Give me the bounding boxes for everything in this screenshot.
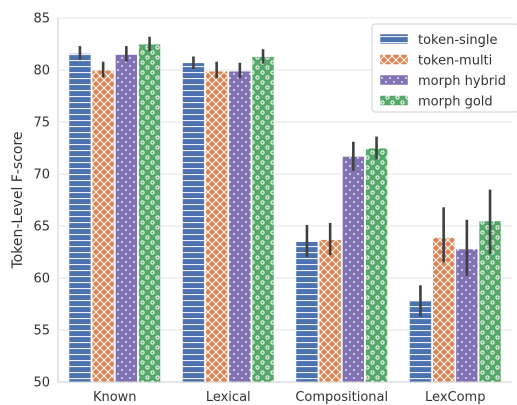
bar-token-single-known <box>68 52 92 383</box>
y-axis-label: Token-Level F-score <box>10 131 26 269</box>
legend: token-single token-multi morph hybrid morph… <box>371 23 517 113</box>
bar-token-multi-compositional <box>318 239 342 383</box>
y-tick-label: 80 <box>33 64 50 79</box>
x-tick-label: Lexical <box>206 390 251 405</box>
legend-box <box>371 23 517 113</box>
legend-label: token-single <box>418 33 498 48</box>
bar-morph-gold-compositional <box>365 147 389 383</box>
axes: 50 55 60 65 70 75 80 85 Known Lexical Compositiona… <box>10 12 512 405</box>
bar-morph-hybrid-known <box>114 54 138 383</box>
y-tick-label: 65 <box>33 220 50 235</box>
y-tick-label: 55 <box>33 324 50 339</box>
legend-swatch <box>379 74 409 86</box>
x-tick-label: Compositional <box>295 390 388 405</box>
bar-token-single-compositional <box>295 241 319 383</box>
bar-morph-gold-lexical <box>251 56 275 383</box>
y-tick-label: 75 <box>33 116 50 131</box>
error-bars <box>78 36 492 317</box>
bar-morph-hybrid-compositional <box>341 155 365 383</box>
legend-label: morph hybrid <box>418 74 506 89</box>
x-tick-label: LexComp <box>425 390 485 405</box>
legend-swatch <box>379 33 409 45</box>
y-tick-label: 50 <box>33 376 50 391</box>
y-tick-label: 85 <box>33 12 50 27</box>
y-tick-label: 60 <box>33 272 50 287</box>
y-tick-label: 70 <box>33 168 50 183</box>
bar-token-single-lexical <box>181 62 205 383</box>
bar-morph-hybrid-lexical <box>228 70 252 383</box>
x-tick-label: Known <box>93 390 137 405</box>
bar-token-multi-known <box>91 69 115 383</box>
bar-morph-gold-known <box>138 43 162 383</box>
legend-label: token-multi <box>418 54 492 69</box>
legend-swatch <box>379 54 409 65</box>
bar-token-multi-lexical <box>205 70 229 383</box>
legend-label: morph gold <box>418 95 493 110</box>
legend-swatch <box>379 95 409 106</box>
